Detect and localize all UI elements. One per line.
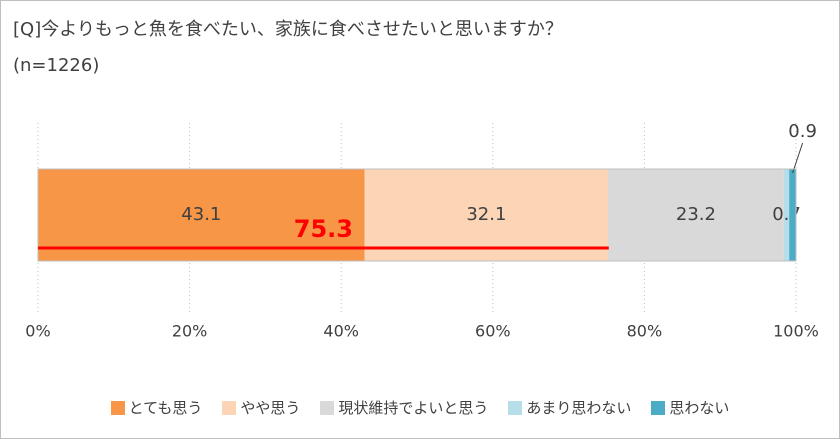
bar-segment bbox=[38, 169, 365, 261]
annotation-label: 75.3 bbox=[294, 215, 353, 243]
x-tick-label: 20% bbox=[172, 322, 208, 341]
legend-item: あまり思わない bbox=[508, 397, 631, 418]
value-label: 0.9 bbox=[788, 121, 817, 142]
value-label: 32.1 bbox=[466, 204, 506, 225]
bar-border bbox=[37, 168, 797, 262]
leader-line bbox=[792, 142, 804, 174]
bar-segment bbox=[364, 169, 609, 261]
legend-swatch bbox=[222, 400, 237, 415]
x-tick-label: 40% bbox=[323, 322, 359, 341]
legend-label: 現状維持でよいと思う bbox=[338, 399, 489, 417]
x-tick-label: 60% bbox=[475, 322, 511, 341]
x-tick-label: 80% bbox=[627, 322, 663, 341]
value-label: 43.1 bbox=[181, 204, 221, 225]
legend-swatch bbox=[651, 400, 666, 415]
value-label: 23.2 bbox=[676, 204, 716, 225]
legend-item: 思わない bbox=[651, 397, 729, 418]
value-label: 0.7 bbox=[772, 204, 801, 225]
legend-label: やや思う bbox=[240, 399, 301, 417]
legend-label: あまり思わない bbox=[526, 399, 632, 417]
bar-segment bbox=[608, 169, 784, 261]
bar-segment bbox=[783, 169, 790, 261]
legend: とても思う やや思う 現状維持でよいと思う あまり思わない 思わない bbox=[1, 397, 839, 418]
legend-label: とても思う bbox=[128, 399, 203, 417]
legend-label: 思わない bbox=[669, 399, 730, 417]
legend-item: 現状維持でよいと思う bbox=[320, 397, 488, 418]
chart-title: [Q]今よりもっと魚を食べたい、家族に食べさせたいと思いますか？ bbox=[13, 19, 563, 40]
legend-swatch bbox=[508, 400, 523, 415]
legend-item: とても思う bbox=[110, 397, 203, 418]
bar-segment bbox=[789, 169, 796, 261]
x-tick-label: 0% bbox=[25, 322, 50, 341]
chart-subtitle: (n=1226) bbox=[13, 55, 100, 76]
legend-swatch bbox=[110, 400, 125, 415]
legend-swatch bbox=[320, 400, 335, 415]
legend-item: やや思う bbox=[222, 397, 300, 418]
x-tick-label: 100% bbox=[773, 322, 819, 341]
